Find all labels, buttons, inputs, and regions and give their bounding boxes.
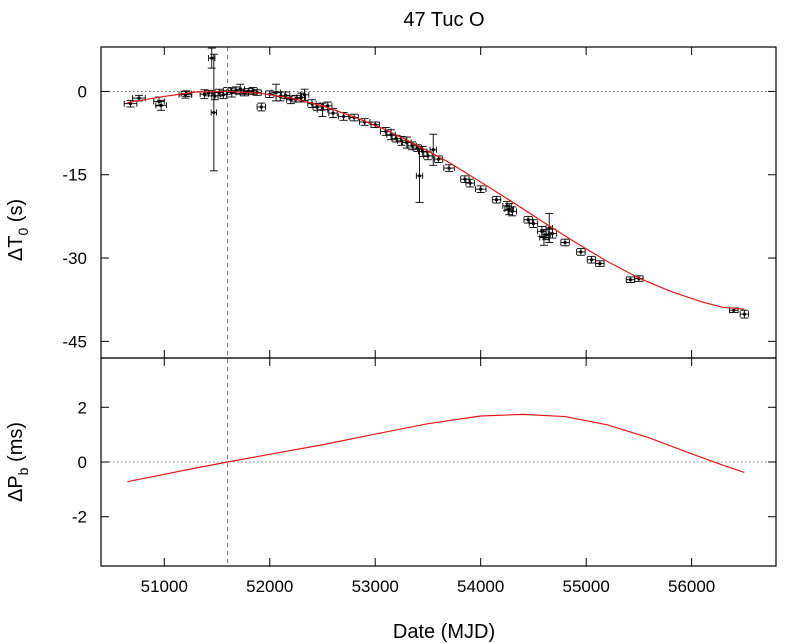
bottom-y-axis-label: ΔPb (ms) [5, 422, 31, 502]
data-point [539, 229, 549, 246]
data-point [280, 91, 291, 100]
data-point [429, 133, 438, 166]
chart-title: 47 Tuc O [403, 9, 484, 31]
data-point [286, 95, 296, 105]
top-panel: 0 -15 -30 -45 ΔT0 (s) [5, 47, 776, 351]
top-y-ticks: 0 -15 -30 -45 [62, 82, 776, 351]
x-tick-label: 53000 [352, 577, 399, 596]
data-point [465, 178, 475, 188]
x-axis-ticks: 51000 52000 53000 54000 55000 56000 [141, 47, 715, 596]
data-point [595, 260, 605, 267]
top-y-tick-label: 0 [78, 82, 87, 101]
top-y-tick-label: -30 [62, 249, 87, 268]
x-tick-label: 55000 [563, 577, 610, 596]
data-point [586, 255, 597, 264]
top-y-axis-label: ΔT0 (s) [5, 199, 31, 261]
top-error-bars [123, 47, 750, 319]
x-axis-label: Date (MJD) [393, 621, 495, 643]
x-tick-label: 52000 [246, 577, 293, 596]
bottom-y-tick-label: 0 [78, 453, 87, 472]
data-point [560, 238, 570, 247]
bottom-y-ticks: 2 0 -2 [72, 398, 776, 527]
data-point [132, 94, 146, 102]
bottom-y-tick-label: 2 [78, 398, 87, 417]
data-point [415, 148, 424, 203]
data-point [155, 99, 167, 111]
data-point [528, 219, 539, 228]
bottom-y-tick-label: -2 [72, 508, 87, 527]
x-tick-label: 54000 [457, 577, 504, 596]
data-point [443, 164, 455, 172]
bottom-panel: 2 0 -2 ΔPb (ms) [5, 398, 776, 527]
top-y-tick-label: -45 [62, 332, 87, 351]
data-point [625, 276, 636, 283]
data-point [370, 121, 380, 128]
top-panel-frame [100, 46, 777, 359]
data-point [739, 309, 750, 319]
data-point [209, 53, 218, 172]
top-fit-curve [127, 90, 745, 310]
data-point [418, 145, 428, 157]
x-tick-label: 51000 [141, 577, 188, 596]
top-y-tick-label: -15 [62, 166, 87, 185]
bottom-fit-curve [127, 413, 745, 483]
data-point [256, 102, 266, 112]
data-point [491, 195, 502, 204]
data-point [407, 141, 417, 151]
data-point [123, 99, 138, 108]
data-point [576, 248, 586, 256]
data-point [474, 185, 487, 193]
bottom-panel-frame [100, 357, 777, 567]
x-tick-label: 56000 [668, 577, 715, 596]
data-point [207, 47, 216, 69]
data-point [507, 206, 517, 217]
